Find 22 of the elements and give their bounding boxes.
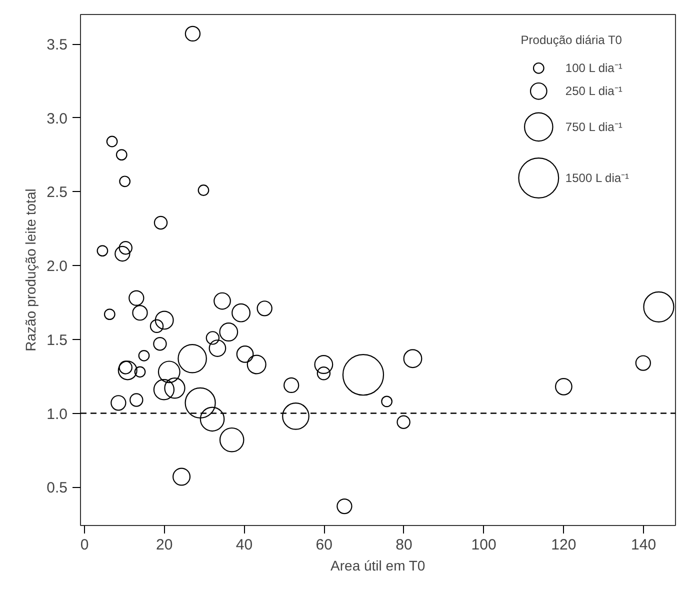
y-tick-label: 0.5 xyxy=(46,480,68,497)
x-tick-label: 20 xyxy=(156,536,173,554)
legend-label: 100 L dia⁻¹ xyxy=(565,61,622,76)
x-tick-label: 60 xyxy=(316,536,332,554)
legend-label: 250 L dia⁻¹ xyxy=(565,84,622,98)
legend-label: 750 L dia⁻¹ xyxy=(565,120,622,134)
y-tick-label: 1.0 xyxy=(46,406,68,423)
x-tick-label: 40 xyxy=(236,536,253,554)
legend-label: 1500 L dia⁻¹ xyxy=(565,171,630,186)
legend-title: Produção diária T0 xyxy=(520,33,622,48)
y-axis-title: Razão produção leite total xyxy=(22,188,39,352)
x-tick-label: 80 xyxy=(396,536,412,554)
x-axis-title: Area útil em T0 xyxy=(330,558,426,574)
y-tick-label: 3.0 xyxy=(46,110,68,128)
x-tick-label: 120 xyxy=(551,536,576,554)
y-tick-label: 2.5 xyxy=(46,184,68,202)
x-tick-label: 100 xyxy=(471,536,496,554)
y-tick-label: 2.0 xyxy=(46,258,68,276)
x-tick-label: 140 xyxy=(631,536,656,554)
y-tick-label: 1.5 xyxy=(46,332,68,349)
x-tick-label: 0 xyxy=(80,536,89,554)
y-tick-label: 3.5 xyxy=(46,36,68,54)
